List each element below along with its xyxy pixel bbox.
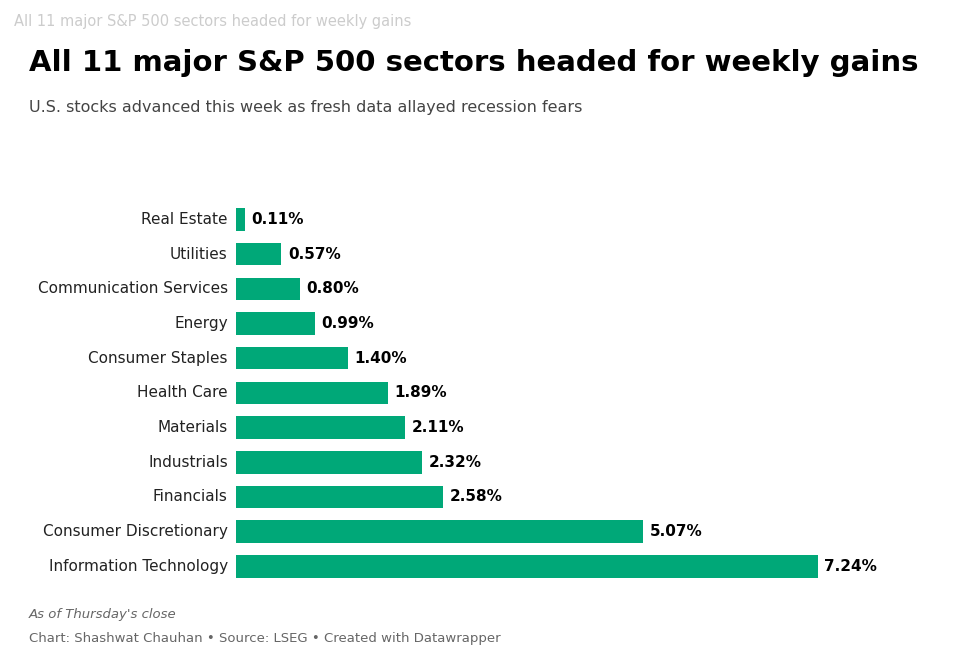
Text: Consumer Staples: Consumer Staples	[88, 351, 228, 366]
Text: U.S. stocks advanced this week as fresh data allayed recession fears: U.S. stocks advanced this week as fresh …	[29, 100, 581, 115]
Bar	[235, 312, 315, 335]
Text: Chart: Shashwat Chauhan • Source: LSEG • Created with Datawrapper: Chart: Shashwat Chauhan • Source: LSEG •…	[29, 632, 500, 645]
Text: Financials: Financials	[153, 490, 228, 504]
Text: 1.40%: 1.40%	[355, 351, 407, 366]
Bar	[235, 277, 300, 300]
Text: 5.07%: 5.07%	[649, 524, 702, 539]
Bar	[235, 243, 282, 265]
Bar	[235, 451, 422, 474]
Bar	[235, 486, 443, 508]
Text: 7.24%: 7.24%	[823, 559, 875, 574]
Text: 2.11%: 2.11%	[411, 420, 464, 435]
Text: Utilities: Utilities	[170, 247, 228, 261]
Text: 2.32%: 2.32%	[428, 455, 481, 470]
Text: 2.58%: 2.58%	[449, 490, 502, 504]
Text: Consumer Discretionary: Consumer Discretionary	[43, 524, 228, 539]
Text: Real Estate: Real Estate	[141, 212, 228, 227]
Text: 0.80%: 0.80%	[307, 281, 358, 296]
Bar	[235, 208, 244, 231]
Text: Industrials: Industrials	[148, 455, 228, 470]
Text: 0.99%: 0.99%	[321, 316, 374, 331]
Text: Information Technology: Information Technology	[49, 559, 228, 574]
Text: 1.89%: 1.89%	[394, 386, 446, 400]
Text: 0.11%: 0.11%	[251, 212, 303, 227]
Text: Materials: Materials	[158, 420, 228, 435]
Text: Health Care: Health Care	[137, 386, 228, 400]
Bar	[235, 382, 387, 404]
Text: As of Thursday's close: As of Thursday's close	[29, 608, 176, 621]
Text: 0.57%: 0.57%	[287, 247, 340, 261]
Bar	[235, 347, 348, 370]
Text: Energy: Energy	[174, 316, 228, 331]
Bar	[235, 520, 643, 543]
Bar	[235, 555, 817, 578]
Text: All 11 major S&P 500 sectors headed for weekly gains: All 11 major S&P 500 sectors headed for …	[29, 49, 918, 77]
Bar	[235, 416, 405, 439]
Text: Communication Services: Communication Services	[37, 281, 228, 296]
Text: All 11 major S&P 500 sectors headed for weekly gains: All 11 major S&P 500 sectors headed for …	[14, 14, 411, 29]
